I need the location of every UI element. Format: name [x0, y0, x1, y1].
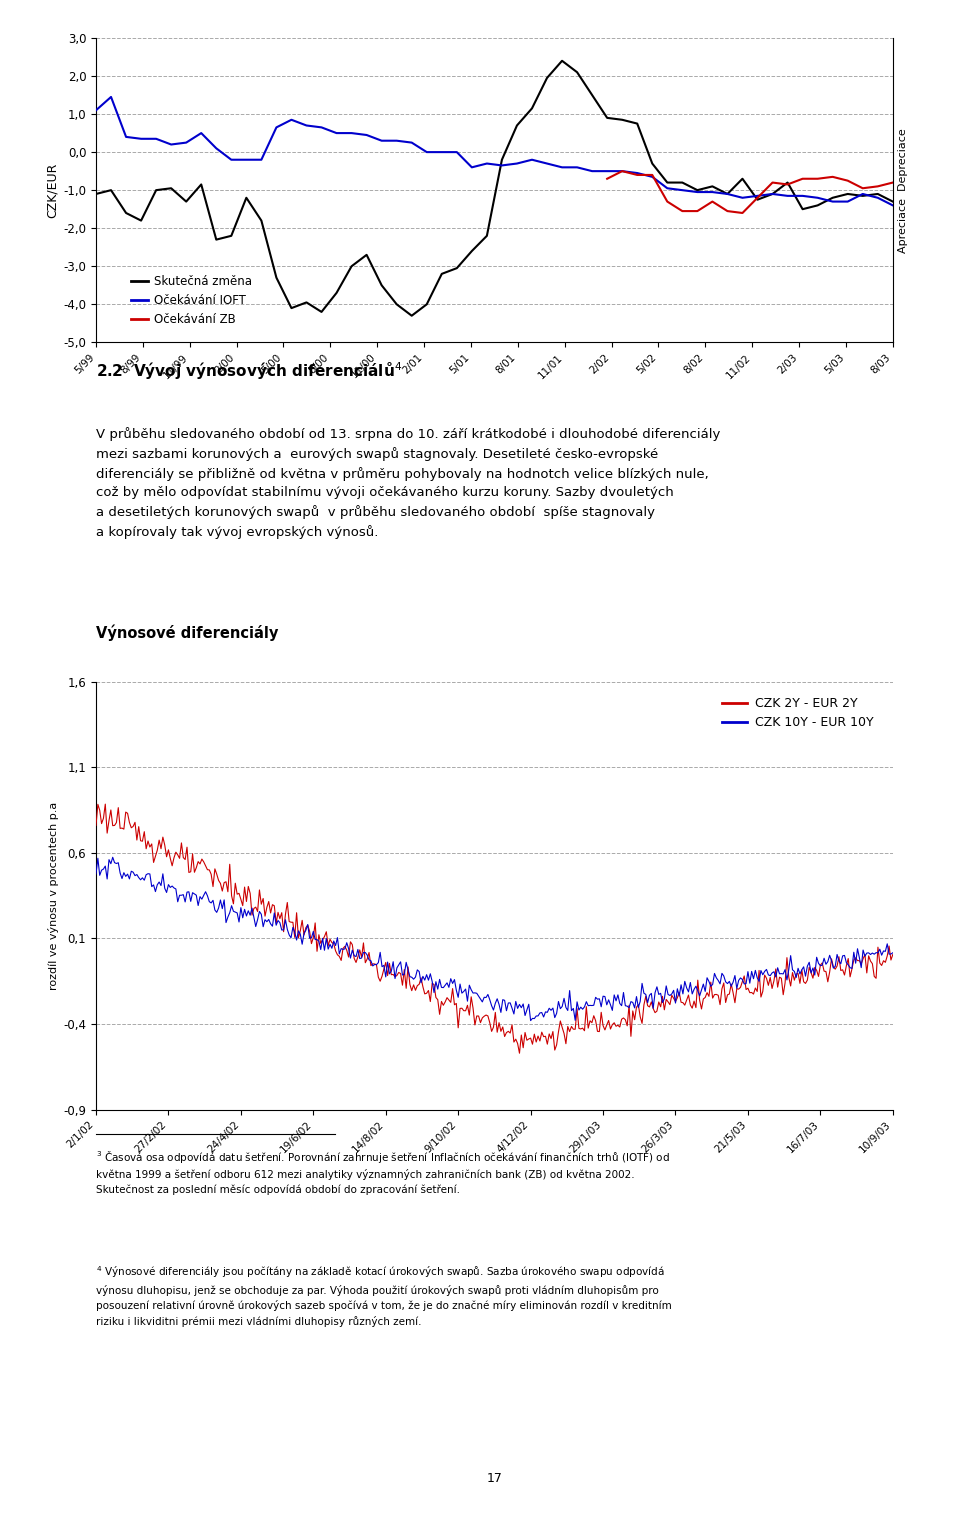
Text: V průběhu sledovaného období od 13. srpna do 10. září krátkodobé i dlouhodobé di: V průběhu sledovaného období od 13. srpn…: [96, 427, 720, 539]
Y-axis label: CZK/EUR: CZK/EUR: [46, 163, 60, 217]
Text: $^3$ Časová osa odpovídá datu šetření. Porovnání zahrnuje šetření Inflačních oče: $^3$ Časová osa odpovídá datu šetření. P…: [96, 1148, 670, 1195]
Text: 2.2  Vývoj výnosových diferenciálů$^{4}$: 2.2 Vývoj výnosových diferenciálů$^{4}$: [96, 360, 402, 381]
Text: 17: 17: [487, 1472, 502, 1486]
Legend: CZK 2Y - EUR 2Y, CZK 10Y - EUR 10Y: CZK 2Y - EUR 2Y, CZK 10Y - EUR 10Y: [717, 693, 878, 735]
Text: Výnosové diferenciály: Výnosové diferenciály: [96, 624, 278, 641]
Legend: Skutečná změna, Očekávání IOFT, Očekávání ZB: Skutečná změna, Očekávání IOFT, Očekáván…: [126, 270, 257, 330]
Y-axis label: rozdíl ve výnosu v procentech p.a: rozdíl ve výnosu v procentech p.a: [48, 802, 60, 990]
Text: $^4$ Výnosové diferenciály jsou počítány na základě kotací úrokových swapů. Sazb: $^4$ Výnosové diferenciály jsou počítány…: [96, 1264, 672, 1326]
Y-axis label: Apreciace  Depreciace: Apreciace Depreciace: [899, 128, 908, 252]
